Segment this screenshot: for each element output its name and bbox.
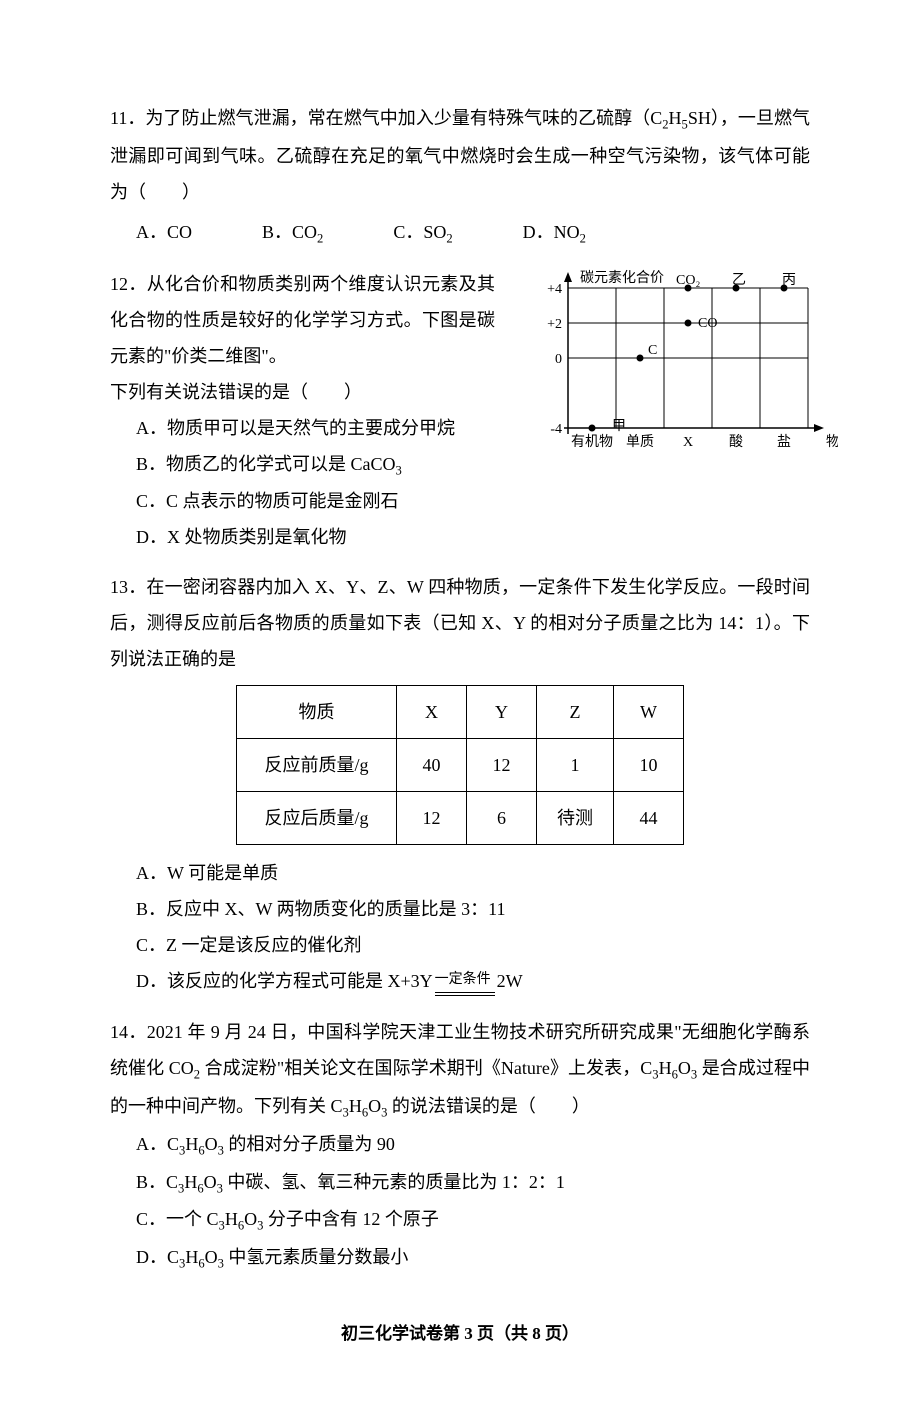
question-12: 12．从化合价和物质类别两个维度认识元素及其化合物的性质是较好的化学学习方式。下… [110, 266, 810, 556]
q11-opt-d: D．NO2 [523, 214, 586, 252]
q12-opt-d: D．X 处物质类别是氧化物 [110, 519, 495, 555]
svg-text:物质类别: 物质类别 [826, 434, 838, 450]
q13-opt-a: A．W 可能是单质 [110, 855, 810, 891]
svg-text:-4: -4 [550, 422, 562, 437]
svg-text:+2: +2 [547, 317, 562, 332]
q12-text2: 下列有关说法错误的是（ ） [110, 374, 495, 410]
table-cell: 12 [397, 792, 467, 845]
svg-text:X: X [683, 435, 693, 450]
table-header: Y [467, 686, 537, 739]
table-cell: 6 [467, 792, 537, 845]
svg-text:单质: 单质 [626, 434, 654, 450]
table-cell: 1 [537, 739, 614, 792]
q11-t2: H [669, 108, 682, 128]
svg-text:碳元素化合价: 碳元素化合价 [580, 270, 664, 286]
table-header: 物质 [237, 686, 397, 739]
q12-opt-a: A．物质甲可以是天然气的主要成分甲烷 [110, 410, 495, 446]
q11-options: A．CO B．CO2 C．SO2 D．NO2 [110, 214, 810, 252]
svg-text:酸: 酸 [729, 434, 743, 450]
question-13: 13．在一密闭容器内加入 X、Y、Z、W 四种物质，一定条件下发生化学反应。一段… [110, 569, 810, 1000]
q12-chart: +4 +2 0 -4 碳元素化合价有机物单质 X 酸 盐 物质类别 甲 C CO CO₂ 乙 丙 [528, 268, 838, 458]
svg-text:丙: 丙 [782, 273, 796, 288]
q14-opt-a: A．C3H6O3 的相对分子质量为 90 [110, 1126, 810, 1164]
q11-opt-a: A．CO [136, 214, 192, 252]
svg-text:+4: +4 [547, 282, 562, 297]
q13-text: 13．在一密闭容器内加入 X、Y、Z、W 四种物质，一定条件下发生化学反应。一段… [110, 569, 810, 677]
table-row: 反应后质量/g126待测44 [237, 792, 684, 845]
q13-opt-c: C．Z 一定是该反应的催化剂 [110, 927, 810, 963]
svg-text:0: 0 [555, 352, 562, 367]
table-header: X [397, 686, 467, 739]
page-footer: 初三化学试卷第 3 页（共 8 页） [110, 1317, 810, 1351]
q14-opt-b: B．C3H6O3 中碳、氢、氧三种元素的质量比为 1：2：1 [110, 1164, 810, 1202]
question-11: 11．为了防止燃气泄漏，常在燃气中加入少量有特殊气味的乙硫醇（C2H5SH），一… [110, 100, 810, 252]
q14-opt-c: C．一个 C3H6O3 分子中含有 12 个原子 [110, 1201, 810, 1239]
table-cell: 反应后质量/g [237, 792, 397, 845]
q11-opt-b: B．CO2 [262, 214, 323, 252]
q12-opt-c: C．C 点表示的物质可能是金刚石 [110, 483, 495, 519]
table-cell: 12 [467, 739, 537, 792]
svg-text:盐: 盐 [777, 434, 791, 450]
q11-t1: 11．为了防止燃气泄漏，常在燃气中加入少量有特殊气味的乙硫醇（C [110, 108, 662, 128]
table-cell: 待测 [537, 792, 614, 845]
svg-text:有机物: 有机物 [571, 434, 613, 450]
q13-table: 物质XYZW反应前质量/g4012110反应后质量/g126待测44 [236, 685, 684, 845]
q14-opt-d: D．C3H6O3 中氢元素质量分数最小 [110, 1239, 810, 1277]
table-cell: 40 [397, 739, 467, 792]
q12-text1: 12．从化合价和物质类别两个维度认识元素及其化合物的性质是较好的化学学习方式。下… [110, 266, 495, 374]
svg-text:CO: CO [698, 316, 717, 331]
q13-opt-d: D．该反应的化学方程式可能是 X+3Y一定条件2W [110, 963, 810, 1000]
table-header: Z [537, 686, 614, 739]
table-row: 反应前质量/g4012110 [237, 739, 684, 792]
eq-condition: 一定条件 [433, 966, 497, 996]
table-cell: 反应前质量/g [237, 739, 397, 792]
question-14: 14．2021 年 9 月 24 日，中国科学院天津工业生物技术研究所研究成果"… [110, 1014, 810, 1277]
svg-text:乙: 乙 [732, 272, 746, 288]
svg-text:CO₂: CO₂ [676, 273, 700, 288]
table-header: W [614, 686, 684, 739]
svg-text:甲: 甲 [612, 419, 626, 434]
q13-opt-b: B．反应中 X、W 两物质变化的质量比是 3：11 [110, 891, 810, 927]
table-cell: 44 [614, 792, 684, 845]
table-cell: 10 [614, 739, 684, 792]
svg-text:C: C [648, 343, 657, 358]
q11-text: 11．为了防止燃气泄漏，常在燃气中加入少量有特殊气味的乙硫醇（C2H5SH），一… [110, 100, 810, 210]
q11-opt-c: C．SO2 [393, 214, 452, 252]
q14-text: 14．2021 年 9 月 24 日，中国科学院天津工业生物技术研究所研究成果"… [110, 1014, 810, 1126]
q12-opt-b: B．物质乙的化学式可以是 CaCO3 [110, 446, 495, 484]
